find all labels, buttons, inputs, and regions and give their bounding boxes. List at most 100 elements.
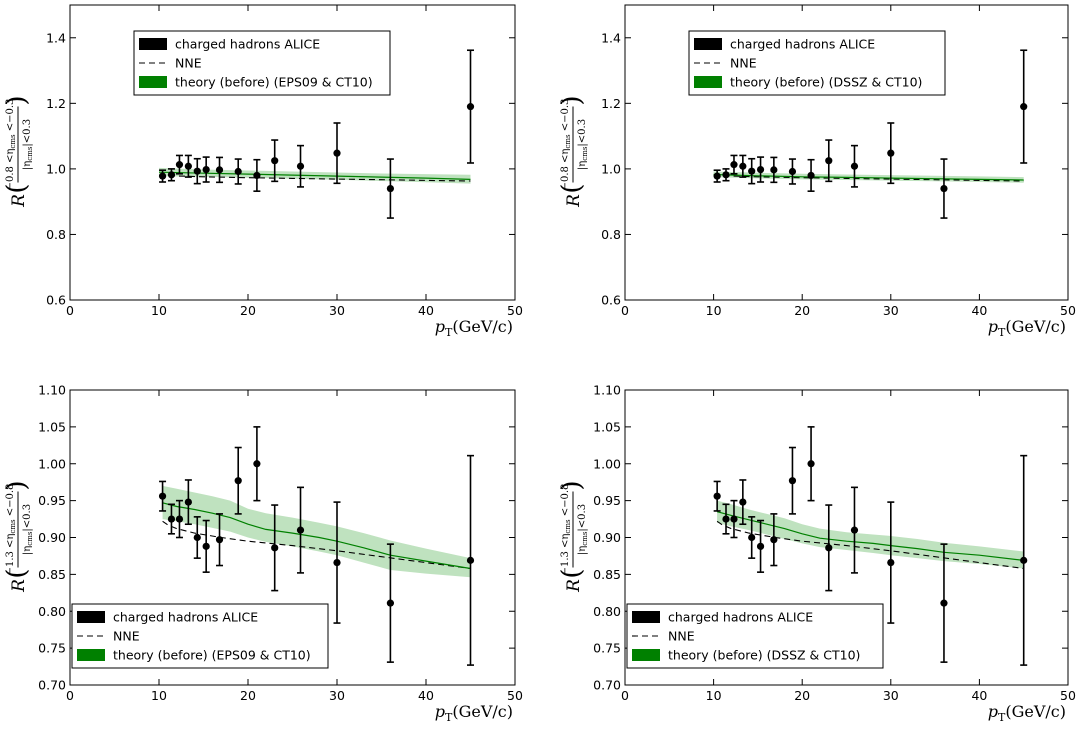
data-point [184,479,192,526]
legend-box [626,603,884,669]
legend-label-1: charged hadrons ALICE [113,610,258,625]
data-point [1020,49,1028,164]
x-tick-label: 20 [240,303,256,318]
data-marker [184,498,192,506]
x-axis-label: pT(GeV/c) [988,702,1066,724]
data-point [887,122,895,185]
y-label-paren-open: ( [557,568,587,578]
theory-line [713,173,1024,181]
x-axis-label: pT(GeV/c) [435,317,513,339]
legend-swatch-data [694,38,722,50]
y-label-paren-close: ) [2,480,32,490]
y-tick-label: 0.95 [593,493,621,508]
data-marker [825,544,833,552]
data-point [1020,454,1028,666]
legend: charged hadrons ALICE NNE theory (before) … [626,603,884,669]
data-point [193,516,201,559]
legend-label-2: NNE [175,56,202,71]
data-marker [770,536,778,544]
chart-panel-1: 0 10 20 30 40 50 0.6 0.8 1.0 1.2 1.4 pT(GeV/c) R()−0… [2,4,523,339]
data-marker [713,172,721,180]
data-marker [739,498,747,506]
y-tick-label: 0.80 [38,604,66,619]
y-tick-label: 0.8 [601,227,621,242]
data-point [466,49,475,164]
data-point [850,144,859,188]
data-marker [713,492,721,500]
y-tick-label: 0.80 [593,604,621,619]
data-marker [466,556,475,564]
y-tick-label: 0.70 [593,678,621,693]
y-tick-label: 1.10 [38,383,66,398]
y-tick-label: 0.85 [593,567,621,582]
data-point [722,503,730,535]
data-marker [253,460,261,468]
y-tick-label: 0.6 [46,293,66,308]
data-marker [167,171,176,179]
x-tick-label: 20 [794,688,810,703]
x-tick-label: 30 [883,303,899,318]
y-axis-label: R()−1.3 <ηcms <−0.8 |ηcms|<0.3 [2,480,34,592]
legend-label-3: theory (before) (EPS09 & CT10) [113,648,311,663]
y-label-paren-open: ( [557,183,587,193]
data-point [788,446,797,515]
data-point [887,501,895,624]
y-tick-label: 0.90 [593,530,621,545]
y-label-numerator: −0.8 <ηcms <−0.3 [5,99,17,191]
legend: charged hadrons ALICE NNE theory (before) … [133,30,391,96]
x-tick-label: 40 [418,688,434,703]
data-marker [730,161,738,169]
data-point [739,154,747,178]
y-tick-label: 0.90 [38,530,66,545]
data-marker [466,103,475,111]
data-point [713,169,721,183]
data-point [807,158,815,192]
data-marker [234,477,242,485]
data-marker [333,558,341,567]
y-label-denominator: |ηcms|<0.3 [577,119,589,170]
x-tick-label: 10 [151,688,167,703]
theory-band [717,500,1024,569]
y-tick-label: 1.0 [601,161,621,176]
chart-panel-3: 0 10 20 30 40 50 0.70 0.75 0.80 0.85 0.90 0.95 1.00 1… [2,383,523,725]
data-point [184,154,192,178]
data-marker [756,165,765,174]
theory-band [162,485,471,578]
data-marker [807,171,815,180]
data-marker [253,171,261,180]
x-tick-label: 30 [329,303,345,318]
data-point [296,144,305,188]
data-point [158,169,167,183]
legend: charged hadrons ALICE NNE theory (before) … [71,603,329,669]
data-marker [333,149,341,157]
data-marker [215,166,224,174]
y-tick-label: 1.4 [46,30,66,45]
data-marker [756,542,765,550]
y-label-paren-open: ( [2,183,32,193]
data-marker [788,477,797,485]
data-marker [202,542,210,550]
data-marker [271,157,279,165]
data-point [940,543,948,663]
y-tick-label: 0.75 [593,641,621,656]
legend-box [71,603,329,669]
data-marker [296,162,305,170]
y-label-main: R [9,194,29,208]
data-point [756,519,765,573]
data-point [215,513,224,567]
x-tick-label: 0 [66,688,74,703]
data-point [202,519,210,573]
data-point [271,504,279,592]
y-label-paren-close: ) [2,95,32,105]
data-marker [175,515,184,523]
theory-line [158,171,471,180]
legend-swatch-theory [139,76,167,88]
data-point [386,158,394,219]
data-point [234,158,242,185]
data-point [756,156,765,183]
data-marker [887,558,895,567]
data-point [253,426,261,502]
data-point [167,168,176,182]
data-marker [158,492,167,500]
